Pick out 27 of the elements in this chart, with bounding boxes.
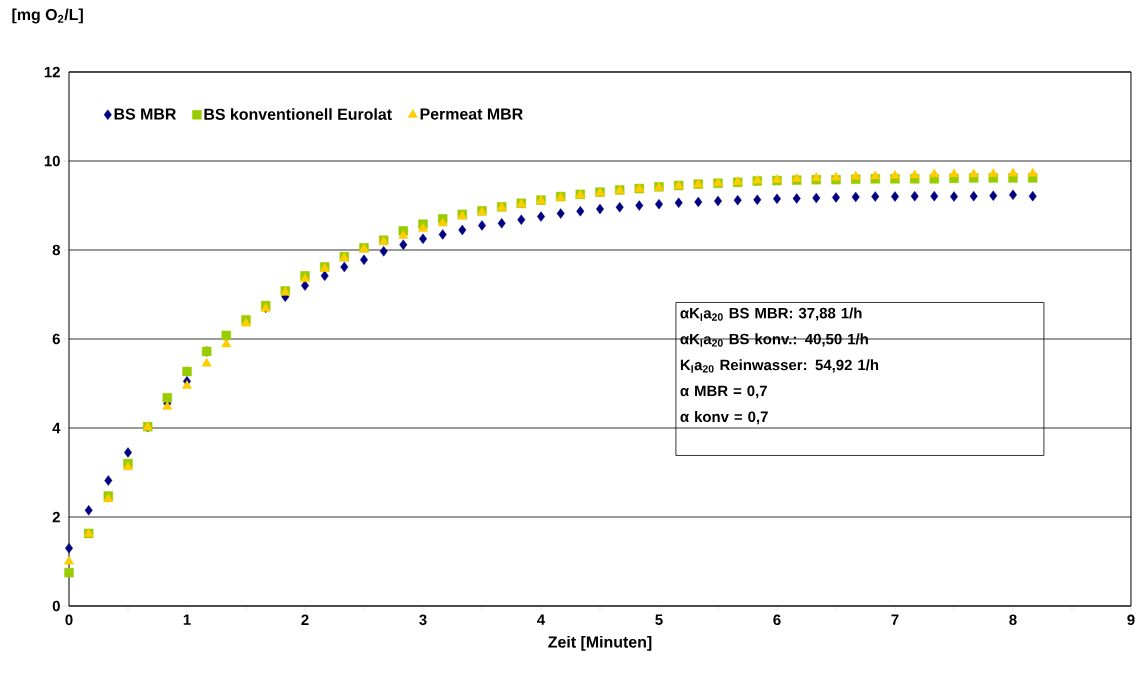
x-tick-label: 8 (1009, 614, 1017, 626)
x-tick-label: 2 (301, 614, 309, 625)
y-axis-title: [mg O$_{2}$/L] (12, 8, 83, 24)
legend-label: BS konventionell Eurolat (204, 108, 392, 120)
x-tick-label: 4 (537, 614, 546, 625)
annotation: α konv = 0,7 (680, 411, 768, 425)
annotation: K$_{l}$a$_{20}$ Reinwasser: 54,92 1/h (680, 359, 879, 373)
x-tick-label: 9 (1127, 614, 1135, 626)
y-tick-label: 12 (44, 66, 60, 78)
y-tick-label: 0 (52, 600, 60, 612)
annotation: αK$_{l}$a$_{20}$ BS konv.: 40,50 1/h (680, 333, 868, 347)
x-tick-label: 0 (65, 614, 73, 626)
y-tick-label: 8 (52, 244, 61, 256)
y-tick-label: 6 (52, 333, 60, 345)
legend-label: Permeat MBR (420, 108, 523, 120)
y-tick-label: 4 (52, 422, 61, 434)
y-tick-label: 2 (52, 511, 60, 523)
annotation: αK$_{l}$a$_{20}$ BS MBR: 37,88 1/h (680, 307, 862, 321)
x-tick-label: 7 (891, 614, 899, 625)
annotation: α MBR = 0,7 (680, 385, 767, 399)
legend-label: BS MBR (114, 108, 177, 120)
x-tick-label: 5 (655, 614, 663, 625)
x-tick-label: 3 (419, 614, 427, 626)
x-tick-label: 1 (183, 614, 191, 625)
x-axis-title: Zeit [Minuten] (548, 635, 652, 651)
y-tick-label: 10 (44, 155, 60, 167)
x-tick-label: 6 (773, 614, 781, 626)
